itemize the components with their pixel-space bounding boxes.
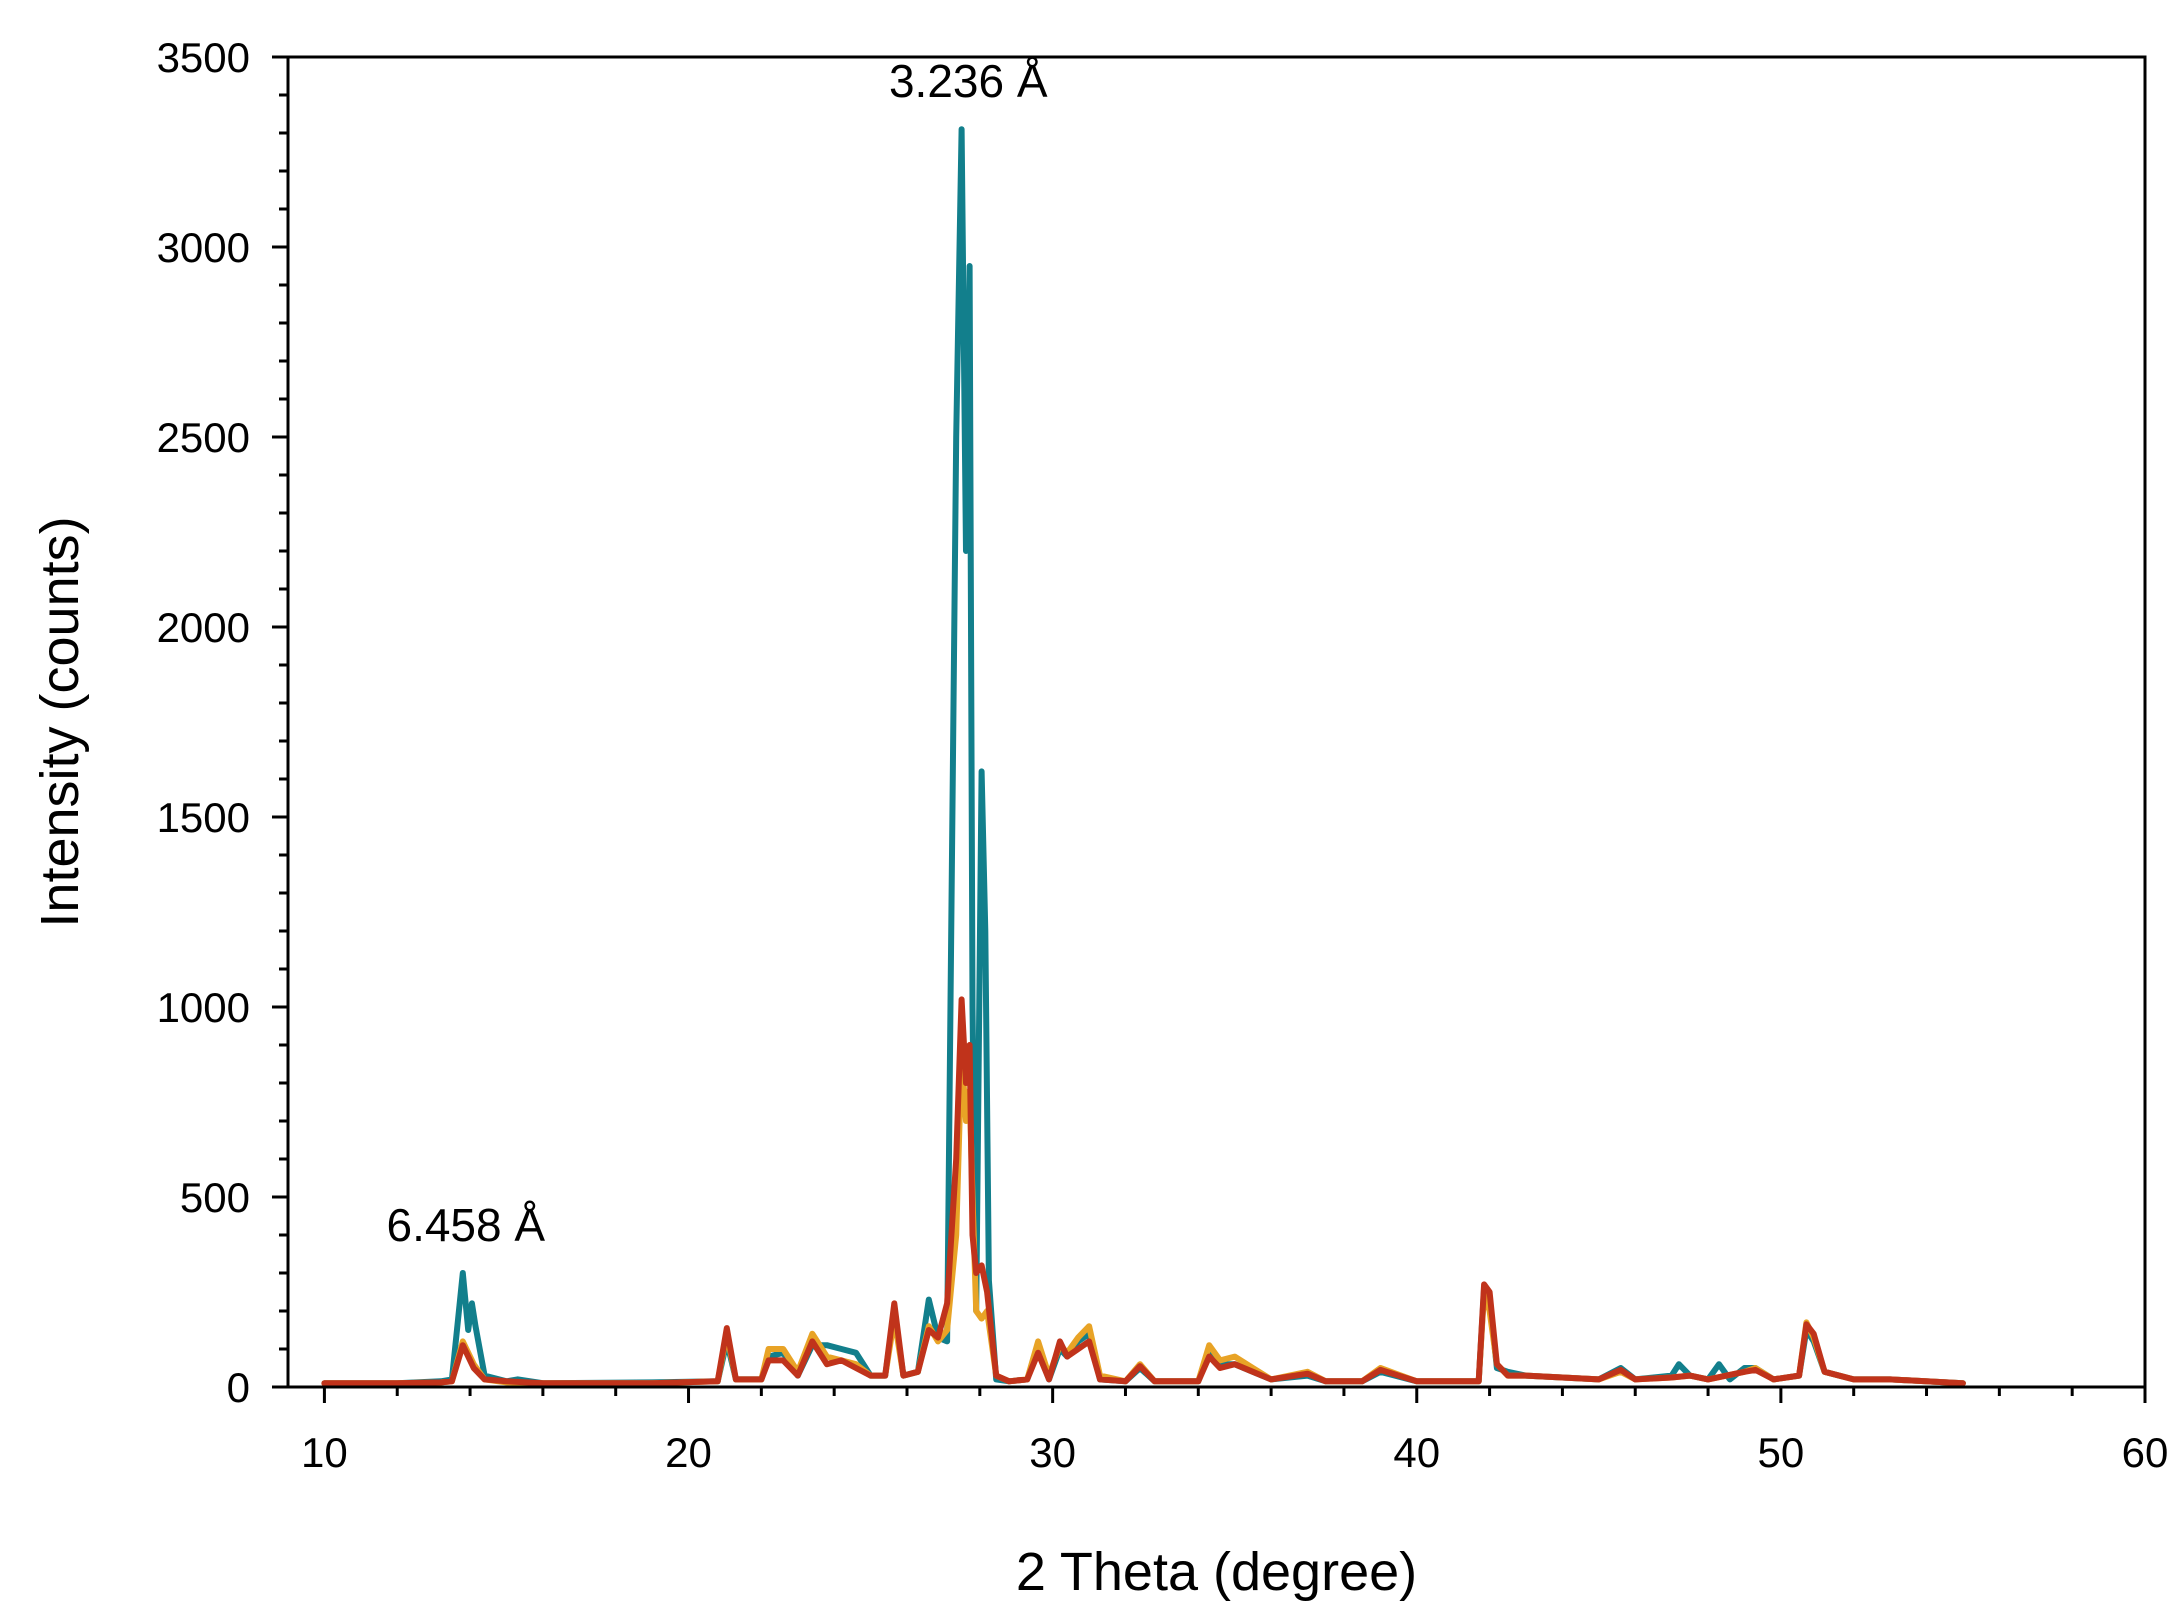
y-tick-label: 3500 bbox=[157, 34, 250, 81]
y-tick-label: 0 bbox=[227, 1364, 250, 1411]
y-tick-label: 3000 bbox=[157, 224, 250, 271]
x-tick-label: 60 bbox=[2122, 1429, 2169, 1476]
peak-annotation: 6.458 Å bbox=[386, 1199, 545, 1251]
x-tick-label: 50 bbox=[1758, 1429, 1805, 1476]
y-tick-label: 2000 bbox=[157, 604, 250, 651]
series-line-1 bbox=[321, 126, 1966, 1387]
y-tick-label: 1500 bbox=[157, 794, 250, 841]
series-line-2 bbox=[321, 1049, 1966, 1387]
annotation-layer: 3.236 Å 6.458 Å bbox=[386, 55, 1047, 1251]
peak-annotation: 3.236 Å bbox=[889, 55, 1048, 107]
plot-frame bbox=[286, 55, 2147, 1389]
y-tick-label: 1000 bbox=[157, 984, 250, 1031]
x-tick-label: 40 bbox=[1393, 1429, 1440, 1476]
x-tick-label: 30 bbox=[1029, 1429, 1076, 1476]
y-axis-ticks: 0 500 1000 1500 2000 2500 3000 3500 bbox=[157, 34, 288, 1411]
x-tick-label: 10 bbox=[301, 1429, 348, 1476]
x-axis-title: 2 Theta (degree) bbox=[1016, 1542, 1417, 1602]
series-layer bbox=[321, 126, 1966, 1387]
x-axis-ticks: 10 20 30 40 50 60 bbox=[301, 1387, 2168, 1476]
x-tick-label: 20 bbox=[665, 1429, 712, 1476]
y-tick-label: 500 bbox=[180, 1174, 250, 1221]
y-axis-title: Intensity (counts) bbox=[30, 516, 90, 927]
series-line-3 bbox=[321, 996, 1966, 1387]
y-tick-label: 2500 bbox=[157, 414, 250, 461]
